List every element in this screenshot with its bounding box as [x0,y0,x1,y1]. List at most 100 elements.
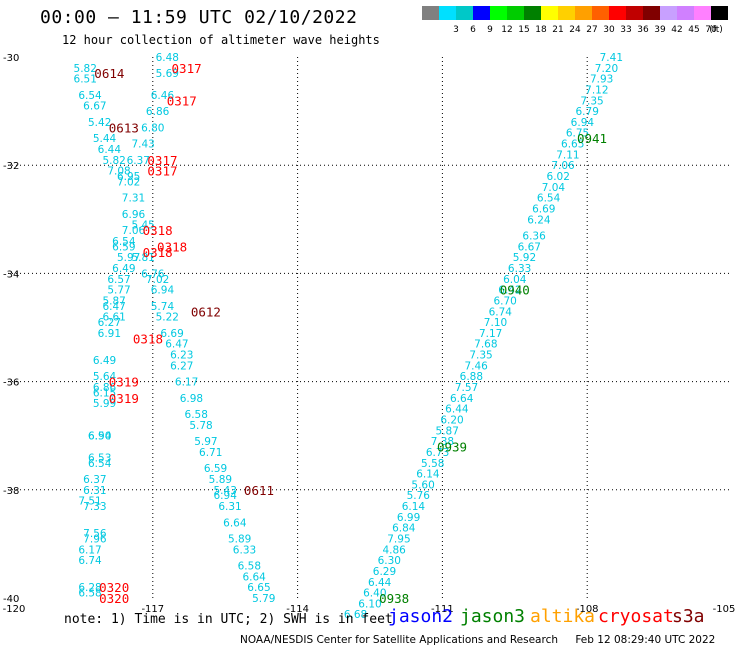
swh-point: 6.67 [83,101,106,113]
colorbar-label: 45 [688,25,699,35]
time-label: 0612 [191,304,221,319]
swh-point: 6.65 [247,582,270,594]
swh-point: 6.74 [78,555,102,567]
swh-point: 7.56 [83,528,107,540]
colorbar-swatch [626,6,643,20]
swh-point: 6.58 [78,588,101,600]
x-tick-label: -111 [431,604,454,615]
swh-point: 5.22 [156,312,179,324]
time-label: 0940 [500,283,530,298]
swh-point: 6.42 [498,285,521,297]
colorbar-unit: (ft) [709,25,723,35]
y-tick-label: -30 [3,53,19,64]
swh-point: 5.43 [214,485,237,497]
time-label: 0317 [147,153,177,168]
swh-point: 6.15 [93,387,116,399]
swh-point: 6.54 [88,458,112,470]
swh-point: 7.38 [431,436,454,448]
swh-point: 5.74 [151,301,175,313]
swh-point: 6.99 [397,512,420,524]
swh-point: 5.77 [107,285,130,297]
swh-point: 5.42 [88,117,111,129]
legend-jason3: jason3 [460,606,526,627]
swh-point: 6.20 [440,414,463,426]
swh-point: 6.76 [141,268,165,280]
swh-point: 6.27 [98,317,121,329]
legend-altika: altika [530,606,596,627]
swh-point: 7.43 [131,139,154,151]
swh-point: 7.17 [479,328,502,340]
swh-point: 5.87 [436,425,459,437]
swh-point: 6.98 [180,393,203,405]
swh-point: 6.64 [450,393,474,405]
swh-point: 6.64 [223,517,247,529]
swh-point: 6.61 [102,312,125,324]
colorbar-swatch [439,6,456,20]
swh-point: 6.27 [170,360,193,372]
time-label: 0611 [244,483,274,498]
swh-point: 6.96 [122,209,146,221]
time-label: 0320 [99,580,129,595]
colorbar-label: 21 [552,25,563,35]
colorbar-swatch [422,6,439,20]
swh-point: 6.88 [460,371,483,383]
swh-point: 6.47 [165,339,188,351]
generated-timestamp: Feb 12 08:29:40 UTC 2022 [575,634,716,646]
swh-point: 6.49 [112,263,135,275]
time-label: 0320 [99,591,129,606]
colorbar-swatch [507,6,524,20]
footer-note: note: 1) Time is in UTC; 2) SWH is in fe… [64,612,393,627]
swh-point: 7.06 [122,225,146,237]
swh-point: 7.41 [600,52,623,64]
swh-point: 5.76 [407,490,431,502]
swh-point: 6.48 [156,52,179,64]
y-tick-label: -34 [3,269,19,280]
swh-point: 6.31 [83,485,106,497]
swh-point: 6.94 [571,117,595,129]
colorbar-swatch [473,6,490,20]
time-label: 0613 [109,120,139,135]
time-label: 0317 [167,93,197,108]
colorbar-swatch [490,6,507,20]
colorbar-label: 24 [569,25,581,35]
swh-point: 6.59 [204,463,227,475]
swh-point: 7.96 [83,533,107,545]
swh-point: 6.24 [527,214,551,226]
swh-point: 6.37 [83,474,106,486]
x-tick-label: -120 [3,604,26,615]
swh-point: 5.81 [131,252,154,264]
colorbar-label: 9 [487,25,493,35]
colorbar-label: 3 [453,25,459,35]
swh-point: 6.37 [127,155,150,167]
time-label: 0318 [143,245,173,260]
swh-point: 5.99 [93,398,116,410]
swh-point: 6.75 [566,128,589,140]
colorbar-swatch [660,6,677,20]
colorbar-label: 27 [586,25,597,35]
swh-point: 5.45 [131,220,154,232]
time-label: 0319 [109,391,139,406]
swh-point: 5.92 [513,252,536,264]
swh-point: 7.35 [469,350,492,362]
swh-point: 6.71 [199,447,222,459]
swh-point: 6.02 [547,171,570,183]
swh-point: 6.65 [561,139,584,151]
swh-point: 6.79 [576,106,599,118]
swh-point: 6.70 [493,295,516,307]
swh-point: 7.57 [455,382,478,394]
time-label: 0318 [157,239,187,254]
time-label: 0318 [143,223,173,238]
swh-point: 6.86 [146,106,170,118]
swh-point: 6.36 [522,231,546,243]
swh-point: 5.89 [228,533,251,545]
colorbar-swatch [643,6,660,20]
legend-cryosat: cryosat [598,606,674,627]
swh-point: 6.33 [233,544,256,556]
swh-point: 6.95 [117,171,140,183]
axis-ticks: -120 -117 -114 -111 -108 -105 -30 -32 -34 -36 -38 -… [3,53,736,615]
colorbar-label: 30 [603,25,615,35]
colorbar-label: 36 [637,25,649,35]
swh-point: 6.04 [503,274,527,286]
swh-point: 6.54 [78,90,102,102]
time-label: 0317 [147,164,177,179]
